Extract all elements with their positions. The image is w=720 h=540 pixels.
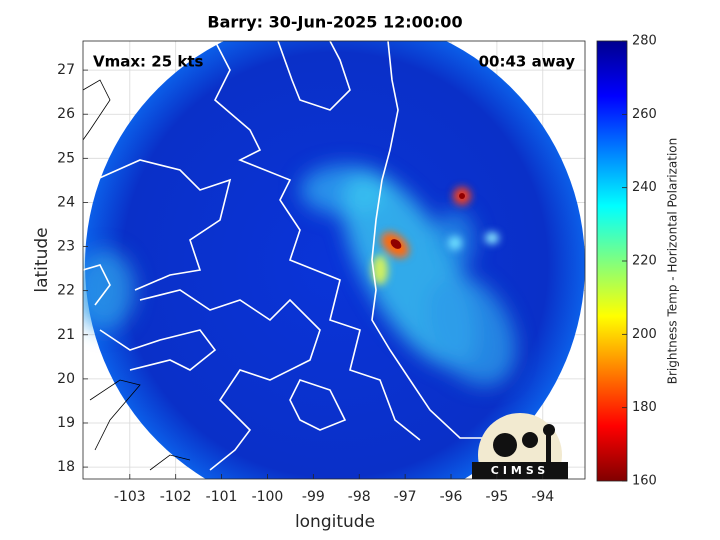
y-axis-label: latitude [32,227,52,292]
x-axis-label: longitude [295,512,375,532]
colorbar-tick-label: 280 [632,34,657,49]
plot-frame [82,40,586,480]
x-tick-label: -96 [440,489,463,505]
annotation: 00:43 away [479,53,576,71]
colorbar-tick-label: 160 [632,474,657,489]
y-tick-label: 25 [57,150,75,166]
y-tick-label: 24 [57,194,75,210]
x-tick-label: -95 [485,489,508,505]
y-tick-label: 23 [57,239,75,255]
logo-text: CIMSS [491,464,549,477]
annotation: Vmax: 25 kts [93,53,203,71]
y-tick-label: 20 [57,371,75,387]
x-tick-label: -101 [206,489,238,505]
y-tick-label: 26 [57,106,75,122]
y-tick-label: 21 [57,327,75,343]
x-tick-label: -102 [160,489,192,505]
y-tick-label: 22 [57,283,75,299]
colorbar-label: Brightness Temp - Horizontal Polarizatio… [666,138,680,385]
chart-title: Barry: 30-Jun-2025 12:00:00 [207,13,462,32]
x-tick-label: -100 [252,489,284,505]
x-tick-label: -98 [348,489,371,505]
y-tick-label: 19 [57,415,75,431]
colorbar-tick-label: 200 [632,327,657,342]
y-tick-label: 18 [57,459,75,475]
image-field [83,41,585,479]
x-tick-label: -103 [114,489,146,505]
colorbar-tick-label: 220 [632,254,657,269]
colorbar-tick-label: 260 [632,107,657,122]
logo: CIMSS [472,413,568,479]
x-tick-label: -99 [302,489,325,505]
x-tick-label: -97 [394,489,417,505]
x-tick-label: -94 [531,489,554,505]
y-tick-label: 27 [57,62,75,78]
colorbar-tick-label: 240 [632,180,657,195]
colorbar-tick-label: 180 [632,400,657,415]
